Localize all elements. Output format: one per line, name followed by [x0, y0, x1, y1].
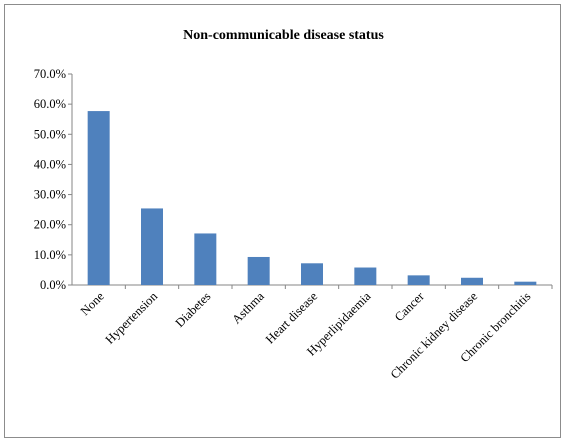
- y-tick-label: 60.0%: [34, 97, 66, 111]
- category-label: Cancer: [392, 289, 428, 325]
- category-label: Hypertension: [103, 289, 161, 347]
- y-tick-label: 30.0%: [34, 188, 66, 202]
- y-tick-label: 10.0%: [34, 248, 66, 262]
- bar: [461, 277, 483, 285]
- category-label: Heart disease: [263, 289, 321, 347]
- chart-axes: 0.0% 10.0% 20.0% 30.0% 40.0% 50.0% 60.0% 70.0%: [34, 67, 553, 292]
- category-label: Diabetes: [173, 289, 214, 330]
- y-tick-label: 70.0%: [34, 67, 66, 81]
- y-tick-label: 0.0%: [40, 278, 66, 292]
- chart-title: Non-communicable disease status: [183, 28, 384, 43]
- bar: [301, 263, 323, 285]
- category-label: Chronic kidney disease: [388, 289, 481, 382]
- category-label: Asthma: [229, 289, 267, 327]
- chart-bars: [87, 111, 537, 285]
- bar: [514, 281, 537, 285]
- bar: [247, 256, 270, 285]
- bar: [141, 208, 163, 285]
- y-tick-label: 50.0%: [34, 127, 66, 141]
- bar: [194, 233, 217, 285]
- y-tick-label: 40.0%: [34, 157, 66, 171]
- category-label: None: [78, 289, 107, 318]
- bar: [354, 267, 377, 285]
- bar: [87, 111, 110, 285]
- y-tick-label: 20.0%: [34, 218, 66, 232]
- bar: [407, 275, 430, 285]
